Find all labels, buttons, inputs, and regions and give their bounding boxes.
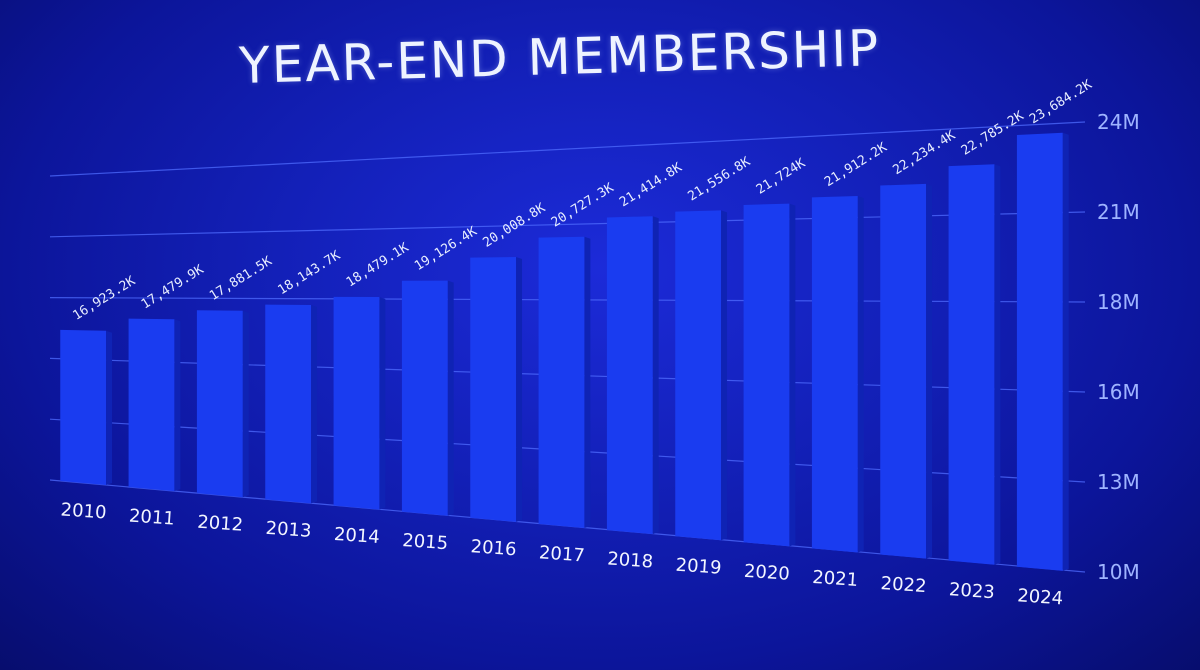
- x-tick-label: 2019: [675, 555, 722, 579]
- bar: [470, 257, 517, 522]
- bar: [265, 304, 312, 504]
- data-label: 21,556.8K: [685, 154, 753, 204]
- bar: [675, 210, 722, 541]
- bar-side: [242, 310, 249, 498]
- y-tick-label: 10M: [1097, 560, 1140, 584]
- bar-side: [311, 304, 318, 504]
- x-tick-label: 2023: [948, 579, 995, 603]
- x-tick-label: 2015: [402, 530, 449, 554]
- bar-side: [789, 203, 796, 547]
- bar: [743, 203, 790, 547]
- data-label: 22,234.4K: [890, 128, 958, 178]
- x-tick-label: 2012: [197, 512, 244, 536]
- bar-side: [994, 164, 1001, 565]
- bar-side: [106, 330, 113, 486]
- bars: [60, 132, 1069, 571]
- data-label: 23,684.2K: [1027, 77, 1095, 127]
- bar: [1016, 132, 1063, 571]
- bar: [880, 183, 927, 559]
- bar: [60, 329, 107, 486]
- x-tick-label: 2018: [607, 548, 654, 572]
- bar-side: [174, 319, 181, 492]
- bar-side: [584, 236, 591, 528]
- data-label: 16,923.2K: [70, 274, 138, 324]
- bar-side: [652, 216, 659, 535]
- data-label: 17,479.9K: [139, 262, 207, 312]
- x-tick-label: 2021: [812, 567, 859, 591]
- data-label: 21,724K: [754, 156, 809, 198]
- bar: [538, 236, 585, 528]
- x-tick-label: 2013: [265, 518, 312, 542]
- data-label: 18,479.1K: [344, 240, 412, 290]
- y-tick-label: 16M: [1097, 380, 1140, 404]
- gridline: [49, 121, 1086, 177]
- bar-side: [379, 297, 386, 510]
- x-tick-label: 2011: [128, 506, 175, 530]
- bar-side: [926, 183, 933, 559]
- bar: [128, 318, 175, 492]
- y-tick-label: 21M: [1097, 200, 1140, 224]
- data-label: 21,912.2K: [822, 140, 890, 190]
- data-label: 18,143.7K: [275, 248, 343, 298]
- bar-side: [516, 257, 523, 522]
- bar-side: [857, 195, 864, 553]
- y-tick-label: 13M: [1097, 470, 1140, 494]
- y-tick-label: 24M: [1097, 110, 1140, 134]
- bar: [606, 216, 653, 535]
- x-tick-label: 2010: [60, 499, 107, 523]
- x-tick-label: 2017: [538, 542, 585, 566]
- x-tick-label: 2014: [333, 524, 380, 548]
- x-tick-label: 2020: [743, 561, 790, 585]
- data-label: 21,414.8K: [617, 160, 685, 210]
- data-label: 17,881.5K: [207, 254, 275, 304]
- bar: [196, 310, 243, 498]
- bar: [948, 164, 995, 565]
- data-label: 19,126.4K: [412, 224, 480, 274]
- bar: [333, 296, 380, 510]
- bar-side: [721, 210, 728, 541]
- bar: [401, 280, 448, 516]
- x-tick-label: 2016: [470, 536, 517, 560]
- x-tick-label: 2024: [1017, 585, 1064, 609]
- bar-side: [1062, 132, 1069, 571]
- x-tick-label: 2022: [880, 573, 927, 597]
- data-label: 22,785.2K: [959, 108, 1027, 158]
- y-tick-label: 18M: [1097, 290, 1140, 314]
- bar-side: [447, 280, 454, 516]
- bar: [811, 195, 858, 553]
